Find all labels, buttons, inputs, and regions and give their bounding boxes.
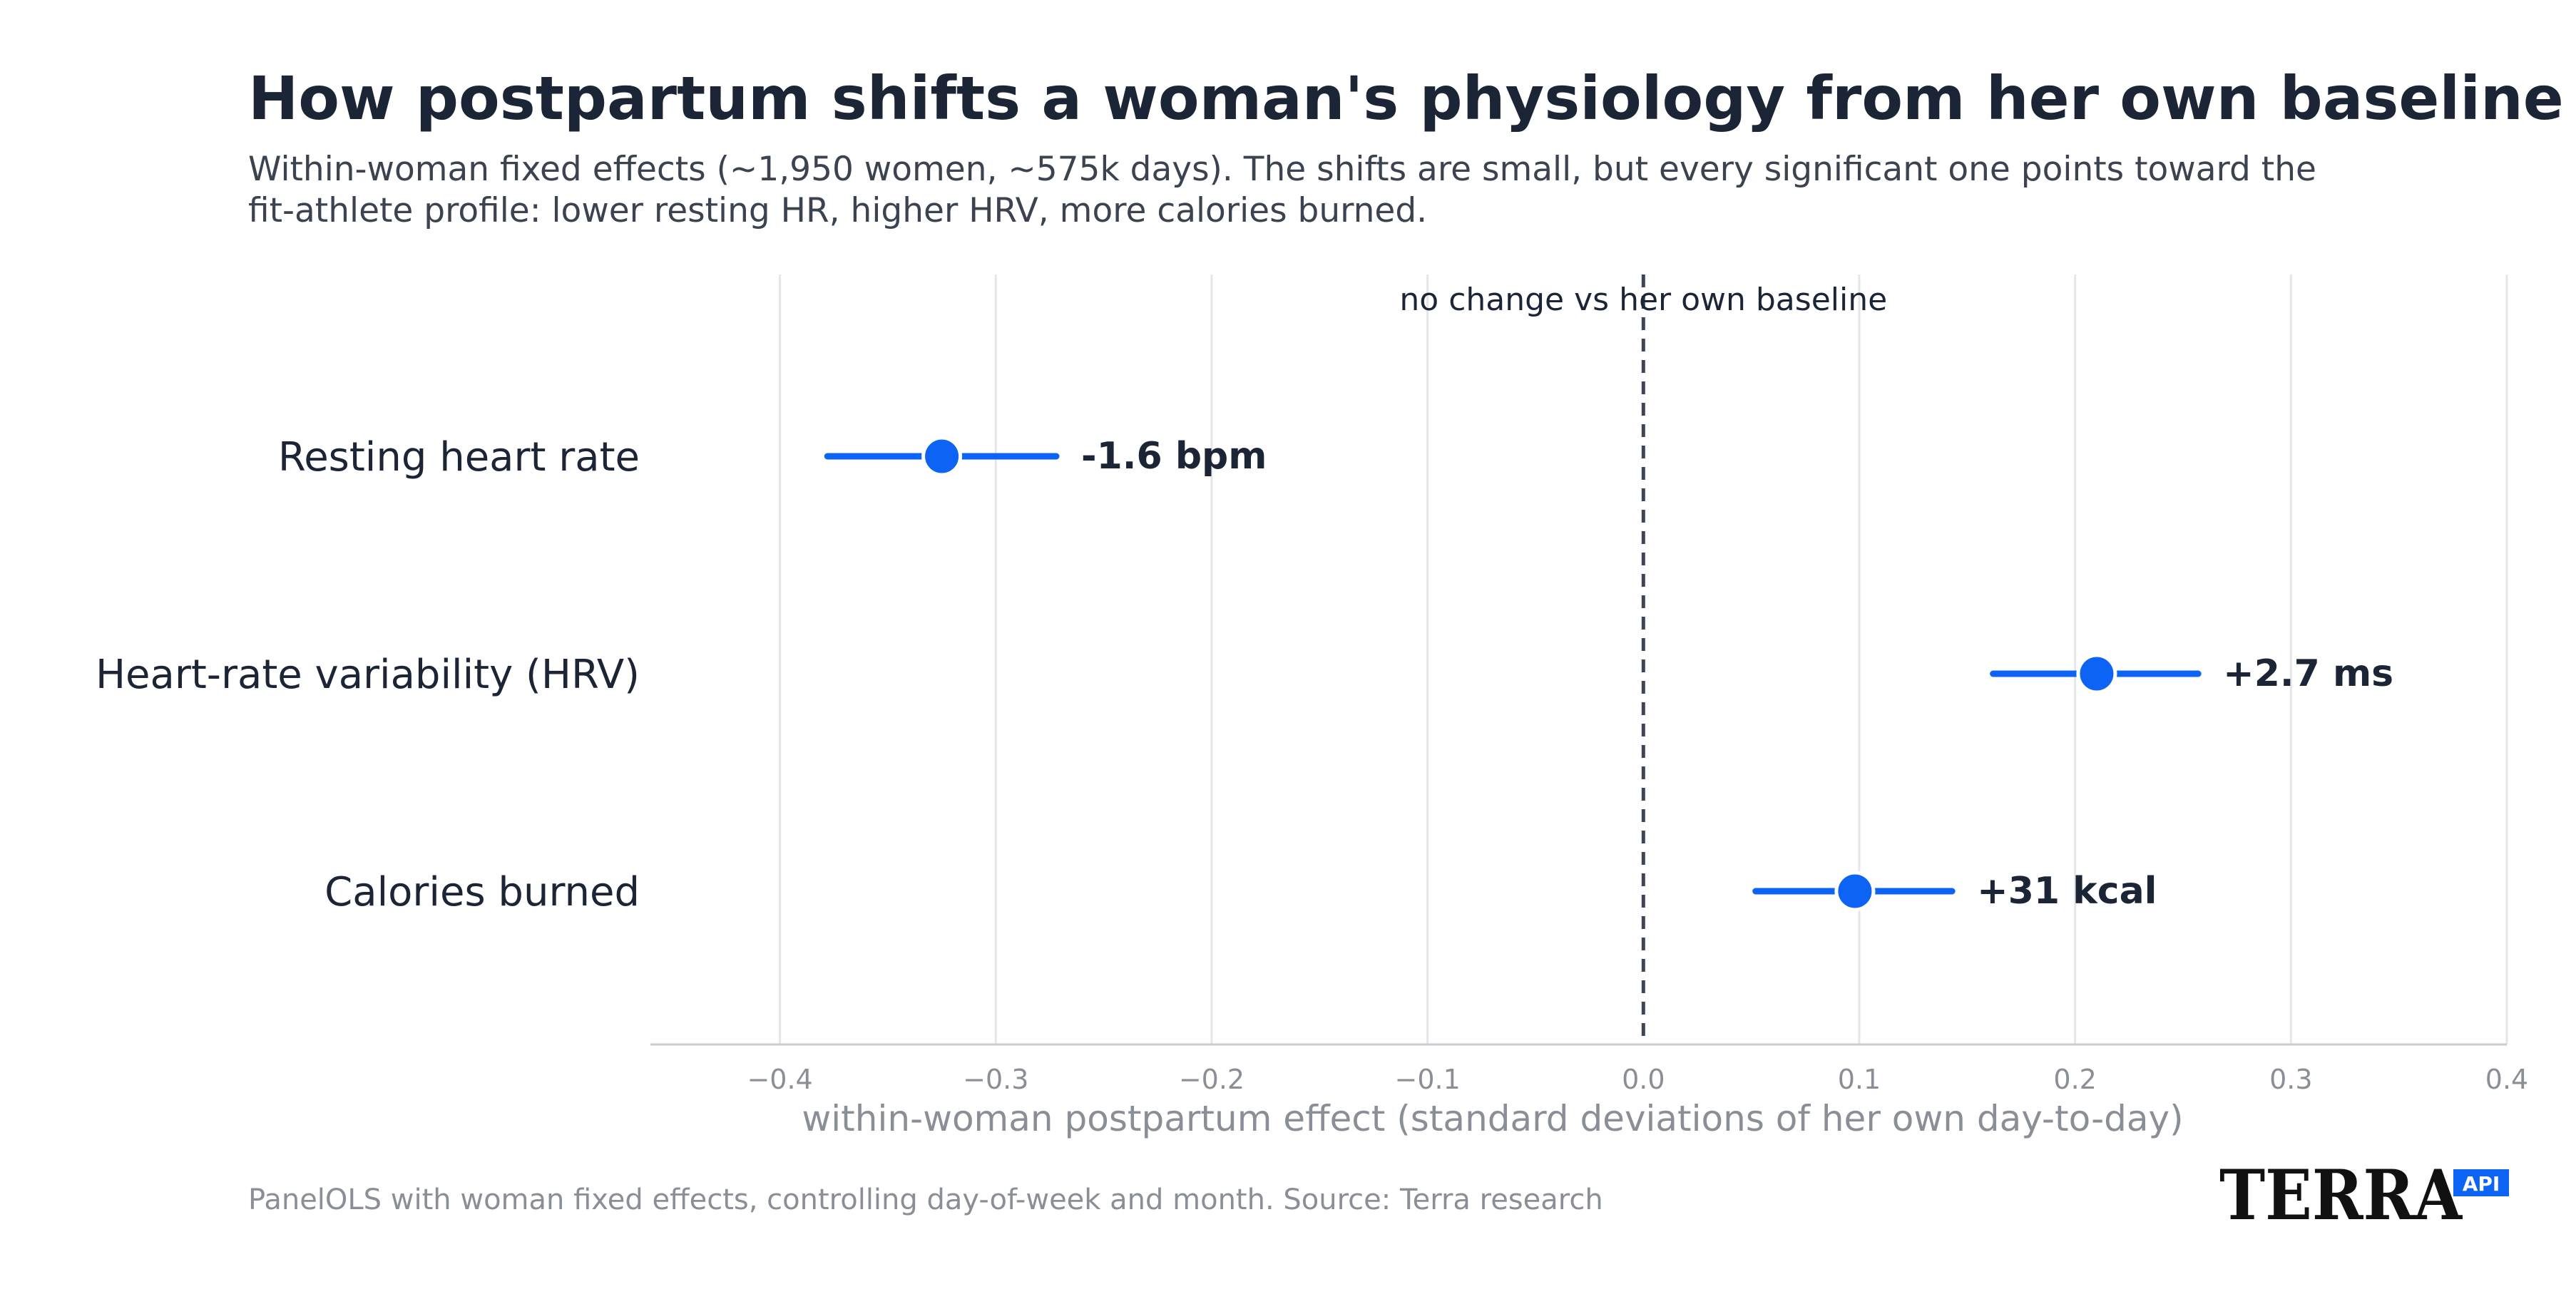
row-label: Heart-rate variability (HRV): [96, 652, 640, 698]
logo-wordmark: TERRA: [2219, 1155, 2463, 1236]
row-label: Resting heart rate: [278, 434, 640, 481]
x-tick-label: 0.2: [2053, 1064, 2096, 1095]
x-tick-label: −0.3: [963, 1064, 1028, 1095]
row-label: Calories burned: [324, 869, 640, 915]
value-label: +2.7 ms: [2223, 652, 2393, 695]
x-tick-label: −0.1: [1394, 1064, 1460, 1095]
chart-subtitle-line-1: Within-woman fixed effects (~1,950 women…: [248, 150, 2316, 189]
logo-badge: [2453, 1169, 2509, 1196]
point-estimate: [1834, 871, 1876, 912]
x-tick-label: 0.3: [2269, 1064, 2312, 1095]
grid-layer: [779, 274, 2508, 1044]
x-tick-label: 0.1: [1838, 1064, 1881, 1095]
point-estimate: [921, 436, 963, 477]
value-label: -1.6 bpm: [1081, 435, 1267, 478]
terra-logo: TERRA API: [2219, 1155, 2509, 1236]
reference-line-label: no change vs her own baseline: [1399, 282, 1887, 318]
chart-subtitle-line-2: fit-athlete profile: lower resting HR, h…: [248, 191, 1427, 230]
x-axis-title: within-woman postpartum effect (standard…: [802, 1098, 2183, 1139]
x-axis: −0.4 −0.3 −0.2 −0.1 0.0 0.1 0.2 0.3 0.4: [650, 1043, 2528, 1095]
x-tick-label: −0.2: [1179, 1064, 1244, 1095]
x-tick-label: 0.4: [2485, 1064, 2528, 1095]
reference-line-group: no change vs her own baseline: [1399, 274, 1887, 1044]
chart-title: How postpartum shifts a woman's physiolo…: [248, 63, 2564, 133]
x-tick-label: 0.0: [1622, 1064, 1665, 1095]
value-label: +31 kcal: [1977, 870, 2157, 913]
x-tick-label: −0.4: [747, 1064, 812, 1095]
logo-badge-text: API: [2463, 1172, 2500, 1196]
point-estimate: [2076, 653, 2117, 694]
footnote: PanelOLS with woman fixed effects, contr…: [248, 1184, 1603, 1216]
marks-layer: Resting heart rate -1.6 bpm Heart-rate var…: [96, 434, 2393, 915]
